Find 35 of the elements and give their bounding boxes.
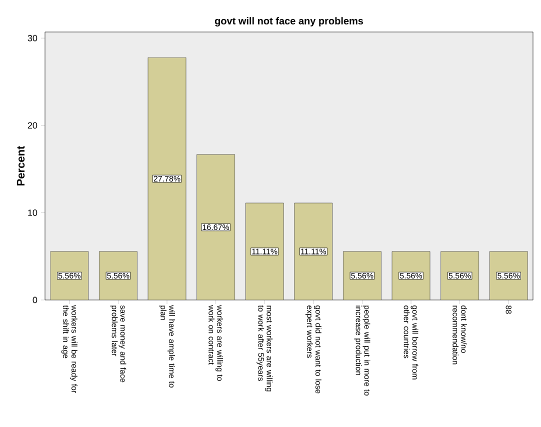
x-tick-label: workers will be ready for the shift in age xyxy=(61,305,78,394)
bar xyxy=(148,57,186,300)
data-label: 5.56% xyxy=(400,272,422,279)
y-tick-label: 30 xyxy=(28,34,38,42)
data-label: 5.56% xyxy=(448,272,471,279)
y-axis-title: Percent xyxy=(16,146,25,186)
bar xyxy=(196,154,236,300)
x-tick-label: govt will borrow from other countries xyxy=(404,306,418,380)
bar xyxy=(392,251,430,300)
x-tick-label: most workers are willing to work after 55years xyxy=(256,305,273,392)
y-tick-label: 0 xyxy=(32,296,38,304)
data-label: 27.78% xyxy=(154,176,180,182)
data-label: 11.11% xyxy=(301,248,326,254)
bar xyxy=(99,251,138,300)
chart-title: govt will not face any problems xyxy=(214,17,364,26)
bar xyxy=(294,202,333,300)
x-tick-label: govt did not want to lose expert workers xyxy=(305,306,322,394)
bar xyxy=(245,202,284,300)
data-label: 5.56% xyxy=(351,272,374,279)
x-tick-label: people will put in more to increase production xyxy=(354,306,370,396)
data-label: 11.11% xyxy=(252,248,278,254)
y-tick-label: 20 xyxy=(28,122,38,129)
bar xyxy=(440,251,480,300)
y-tick-label: 10 xyxy=(28,210,38,216)
bar xyxy=(50,251,89,300)
x-tick-label: dont know/no recommendation xyxy=(452,306,467,364)
data-label: 5.56% xyxy=(107,272,130,279)
x-tick-label: 88 xyxy=(506,306,512,314)
x-tick-label: save money and face problems later xyxy=(110,305,126,382)
x-tick-label: will have ample time to plan xyxy=(159,305,175,388)
data-label: 16.67% xyxy=(202,224,230,230)
data-label: 5.56% xyxy=(58,272,80,279)
bar xyxy=(343,251,382,300)
bar xyxy=(489,251,528,300)
data-label: 5.56% xyxy=(498,272,520,279)
